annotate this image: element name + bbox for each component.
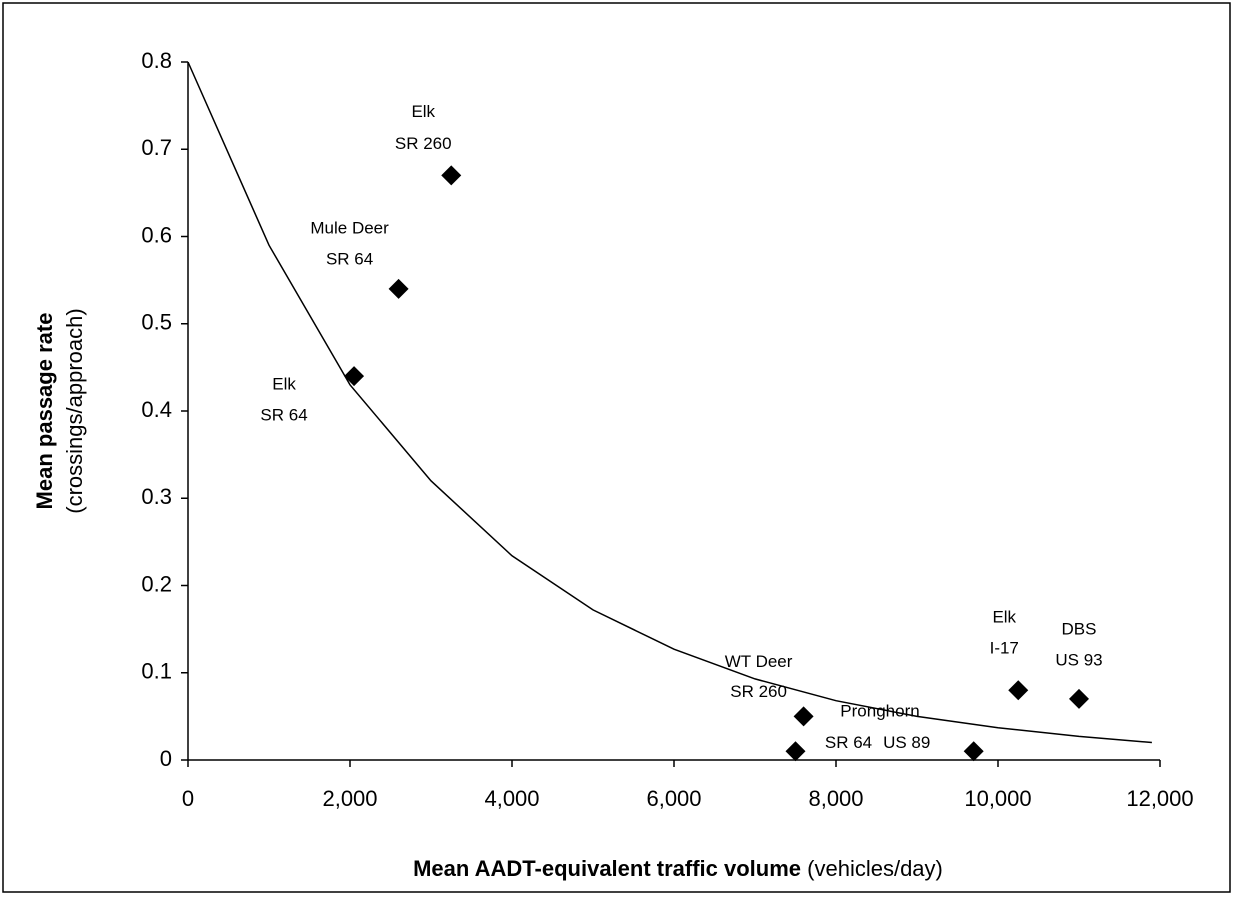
annotation: Pronghorn: [840, 701, 919, 720]
x-title: Mean AADT-equivalent traffic volume (veh…: [413, 856, 943, 881]
y-title: Mean passage rate: [32, 313, 57, 510]
y-tick-label: 0.8: [141, 48, 172, 73]
y-tick-label: 0.3: [141, 484, 172, 509]
y-tick-label: 0: [160, 746, 172, 771]
x-tick-label: 8,000: [808, 786, 863, 811]
point-label: DBS: [1062, 619, 1097, 638]
point-label: I-17: [990, 639, 1019, 658]
point: [344, 366, 365, 387]
point: [441, 165, 462, 186]
point: [1008, 680, 1029, 701]
x-tick-label: 12,000: [1126, 786, 1193, 811]
y-tick-label: 0.6: [141, 222, 172, 247]
x-tick-label: 2,000: [322, 786, 377, 811]
point: [388, 278, 409, 299]
x-tick-label: 6,000: [646, 786, 701, 811]
point-label: Mule Deer: [310, 218, 389, 237]
point-label: SR 64: [260, 406, 307, 425]
point-label: WT Deer: [725, 652, 793, 671]
point-label: SR 64: [825, 733, 872, 752]
x-tick-label: 0: [182, 786, 194, 811]
y-tick-label: 0.7: [141, 135, 172, 160]
point-label: Elk: [411, 102, 435, 121]
y-subtitle: (crossings/approach): [62, 308, 87, 513]
point: [1069, 688, 1089, 709]
y-tick-label: 0.5: [141, 310, 172, 335]
y-tick-label: 0.4: [141, 397, 172, 422]
point: [793, 706, 814, 727]
point-label: SR 64: [326, 249, 373, 268]
x-title-main: Mean AADT-equivalent traffic volume: [413, 856, 801, 881]
point-label: US 89: [883, 733, 930, 752]
x-tick-label: 4,000: [484, 786, 539, 811]
point-label: SR 260: [730, 682, 787, 701]
x-tick-label: 10,000: [964, 786, 1031, 811]
point: [785, 741, 806, 762]
point-label: SR 260: [395, 134, 452, 153]
x-title-unit: (vehicles/day): [807, 856, 943, 881]
y-tick-label: 0.2: [141, 571, 172, 596]
point-label: Elk: [272, 375, 296, 394]
point-label: Elk: [992, 608, 1016, 627]
y-tick-label: 0.1: [141, 659, 172, 684]
point-label: US 93: [1055, 650, 1102, 669]
fit-curve: [187, 61, 1152, 744]
point: [963, 741, 984, 762]
